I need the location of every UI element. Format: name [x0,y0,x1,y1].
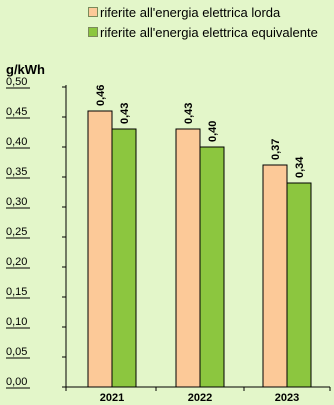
data-label: 0,43 [119,103,131,124]
y-tick-label: 0,25 [6,226,27,238]
legend-swatch-lorda [88,7,98,17]
bar [175,128,201,388]
bar [199,146,225,388]
y-tick-label: 0,50 [6,76,27,88]
data-label: 0,40 [207,121,219,142]
data-label: 0,37 [270,139,282,160]
x-tick-label: 2023 [275,392,299,404]
y-tick-label: 0,40 [6,136,27,148]
y-tick-label: 0,45 [6,106,27,118]
data-label: 0,46 [95,85,107,106]
y-tick-label: 0,15 [6,286,27,298]
legend-item-lorda: riferite all'energia elettrica lorda [88,4,280,20]
y-tick-label: 0,35 [6,166,27,178]
x-tick-label: 2021 [100,392,124,404]
data-label: 0,34 [294,156,306,178]
legend-item-equivalente: riferite all'energia elettrica equivalen… [88,24,318,40]
data-label: 0,43 [183,103,195,124]
y-tick-label: 0,10 [6,316,27,328]
bar [111,128,137,388]
legend-label-lorda: riferite all'energia elettrica lorda [100,4,281,20]
x-tick-label: 2022 [188,392,212,404]
bar [262,164,288,388]
y-tick-label: 0,30 [6,196,27,208]
legend-swatch-equivalente [88,27,98,37]
legend-label-equivalente: riferite all'energia elettrica equivalen… [100,24,318,40]
bar [87,110,113,388]
bar [286,182,312,388]
y-tick-label: 0,00 [6,376,27,388]
y-tick-label: 0,05 [6,346,27,358]
y-axis-title: g/kWh [6,62,45,77]
y-tick-label: 0,20 [6,256,27,268]
